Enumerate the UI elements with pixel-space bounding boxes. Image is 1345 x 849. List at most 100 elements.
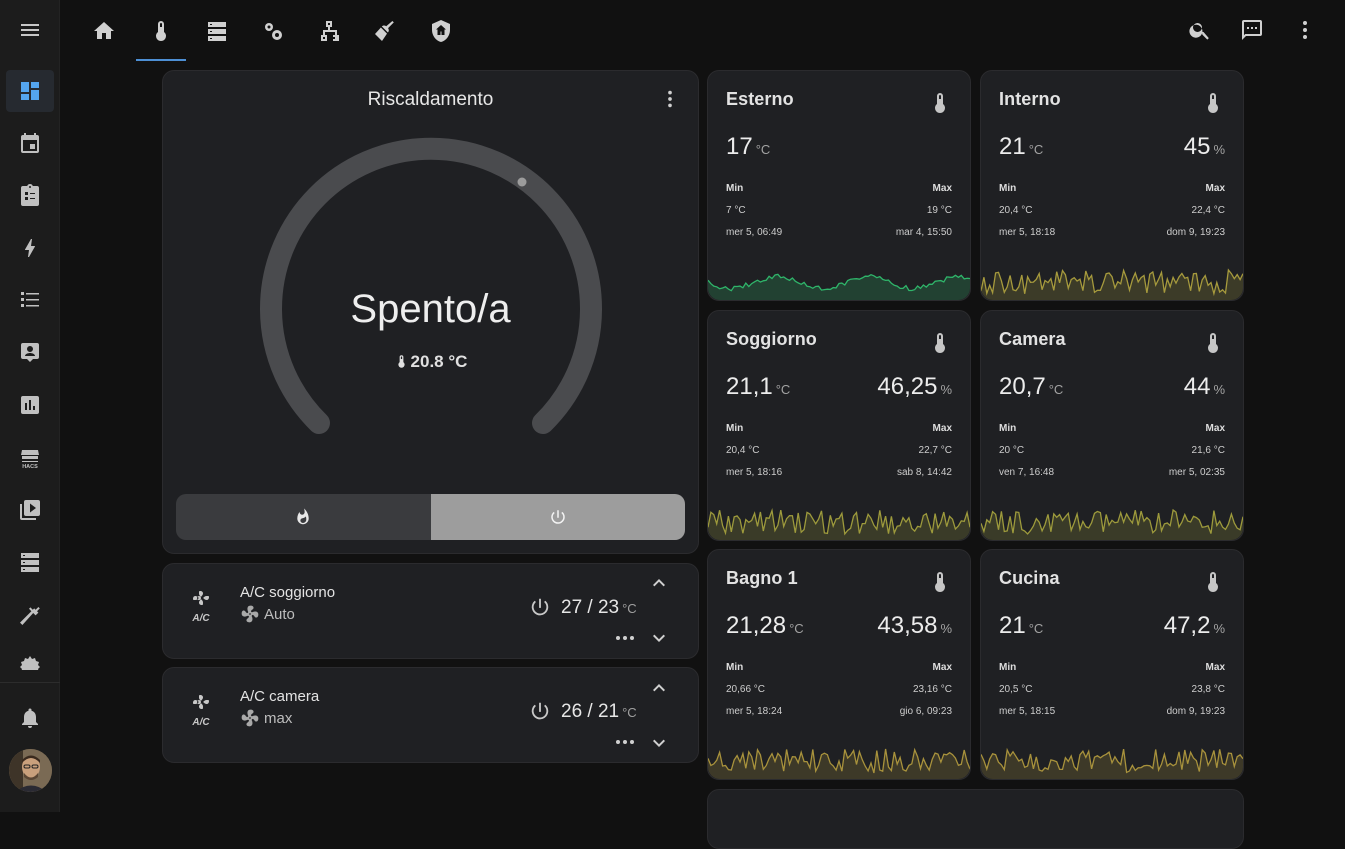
history-sparkline: [981, 747, 1243, 779]
ac-power-button[interactable]: [529, 596, 551, 618]
thermometer-icon: [935, 572, 945, 592]
sparkline-area: [708, 510, 970, 540]
min-time: mer 5, 18:18: [999, 227, 1056, 238]
tab-climate[interactable]: [134, 0, 188, 62]
sensor-humidity: 46,25%: [877, 373, 952, 401]
thermostat-menu-button[interactable]: [658, 87, 682, 111]
history-sparkline: [981, 268, 1243, 300]
sidebar: HACS: [0, 0, 60, 812]
sidebar-item-server[interactable]: [6, 541, 54, 583]
sparkline-area: [708, 749, 970, 779]
ac-card-soggiorno[interactable]: A/C A/C soggiorno Auto 27 / 23 °C: [162, 563, 699, 659]
sidebar-item-calendar[interactable]: [6, 122, 54, 164]
temperature-unit: °C: [1048, 382, 1064, 397]
sidebar-item-developer-tools[interactable]: [6, 594, 54, 636]
sensor-card[interactable]: Soggiorno 21,1 °C 46,25% Min Max 20,4 °C …: [707, 310, 971, 541]
ac-more-button[interactable]: [613, 626, 637, 650]
sidebar-item-settings[interactable]: [6, 646, 54, 670]
min-value: 20,66 °C: [726, 684, 766, 695]
tab-automations[interactable]: [246, 0, 300, 62]
more-vertical-icon: [1303, 21, 1307, 39]
mode-heat-button[interactable]: [176, 494, 431, 540]
sidebar-item-dashboard[interactable]: [6, 70, 54, 112]
mode-off-button[interactable]: [430, 494, 685, 540]
sensor-name: Interno: [999, 89, 1061, 109]
clipboard-list-icon: [21, 184, 39, 206]
min-value: 20 °C: [999, 445, 1025, 456]
sensor-card[interactable]: Esterno 17 °C Min Max 7 °C 19 °C mer 5, 0…: [707, 70, 971, 301]
ac-more-button[interactable]: [613, 730, 637, 754]
sidebar-item-person[interactable]: [6, 331, 54, 373]
tab-cleaning[interactable]: [358, 0, 412, 62]
tab-security[interactable]: [414, 0, 468, 62]
sidebar-item-todo[interactable]: [6, 279, 54, 321]
ac-power-button[interactable]: [529, 700, 551, 722]
sensor-humidity: 45%: [1184, 133, 1225, 161]
sparkline-line: [708, 747, 970, 774]
max-label: Max: [932, 423, 952, 434]
ac-card-camera[interactable]: A/C A/C camera max 26 / 21 °C: [162, 667, 699, 763]
assist-button[interactable]: [1228, 0, 1276, 60]
humidity-value: 44: [1183, 373, 1211, 400]
server-icon: [21, 553, 39, 572]
sensor-temperature: 21,28 °C: [726, 612, 804, 640]
sidebar-item-logbook[interactable]: [6, 174, 54, 216]
sensor-card-partial[interactable]: [707, 789, 1244, 849]
sidebar-item-history[interactable]: [6, 384, 54, 426]
increase-temperature-button[interactable]: [647, 676, 671, 700]
menu-button[interactable]: [0, 0, 60, 60]
more-horizontal-icon: [616, 740, 634, 744]
tab-home[interactable]: [77, 0, 131, 62]
history-sparkline: [708, 747, 970, 779]
tab-servers[interactable]: [190, 0, 244, 62]
hvac-mode-selector: [176, 494, 685, 540]
increase-temperature-button[interactable]: [647, 571, 671, 595]
max-value: 19 °C: [926, 205, 952, 216]
current-temperature: 20.8 °C: [163, 352, 698, 372]
temperature-value: 20,7: [999, 373, 1046, 400]
sensor-temperature: 21 °C: [999, 133, 1043, 161]
chevron-down-icon: [653, 634, 665, 642]
ac-target-unit: °C: [622, 705, 637, 720]
sparkline-line: [981, 268, 1243, 297]
sensor-card[interactable]: Camera 20,7 °C 44% Min Max 20 °C 21,6 °C …: [980, 310, 1244, 541]
sparkline-line: [981, 508, 1243, 535]
sensor-icon: [1201, 331, 1225, 355]
ac-target-value: 26 / 21: [561, 701, 620, 722]
min-value: 20,5 °C: [999, 684, 1033, 695]
avatar[interactable]: [9, 749, 52, 792]
notifications-button[interactable]: [6, 697, 54, 739]
max-time: sab 8, 14:42: [896, 467, 952, 478]
humidity-unit: %: [1213, 621, 1225, 636]
ac-name: A/C camera: [240, 688, 320, 705]
max-value: 23,8 °C: [1191, 684, 1225, 695]
sidebar-item-hacs[interactable]: HACS: [6, 437, 54, 479]
sensor-card[interactable]: Bagno 1 21,28 °C 43,58% Min Max 20,66 °C …: [707, 549, 971, 780]
ac-target-temperature: 27 / 23 °C: [561, 597, 637, 619]
decrease-temperature-button[interactable]: [647, 731, 671, 755]
min-time: ven 7, 16:48: [999, 467, 1055, 478]
sensor-icon: [1201, 570, 1225, 594]
max-label: Max: [1205, 662, 1225, 673]
fan-mode-value: Auto: [264, 605, 295, 623]
more-vertical-icon: [668, 90, 672, 108]
power-icon: [551, 510, 565, 524]
sensor-humidity: 47,2%: [1164, 612, 1225, 640]
temperature-dial[interactable]: [163, 71, 700, 555]
decrease-temperature-button[interactable]: [647, 626, 671, 650]
history-sparkline: [708, 273, 970, 300]
tab-network[interactable]: [302, 0, 356, 62]
search-button[interactable]: [1176, 0, 1224, 60]
sidebar-item-media[interactable]: [6, 489, 54, 531]
sensor-card[interactable]: Interno 21 °C 45% Min Max 20,4 °C 22,4 °C…: [980, 70, 1244, 301]
min-value: 20,4 °C: [999, 205, 1033, 216]
power-icon: [531, 598, 549, 616]
temperature-value: 17: [726, 133, 753, 160]
sensor-temperature: 17 °C: [726, 133, 770, 161]
overflow-menu-button[interactable]: [1281, 0, 1329, 60]
sensor-card[interactable]: Cucina 21 °C 47,2% Min Max 20,5 °C 23,8 °…: [980, 549, 1244, 780]
sidebar-item-energy[interactable]: [6, 227, 54, 269]
temperature-value: 21,28: [726, 612, 787, 639]
svg-text:A/C: A/C: [191, 613, 210, 622]
min-label: Min: [726, 423, 744, 434]
